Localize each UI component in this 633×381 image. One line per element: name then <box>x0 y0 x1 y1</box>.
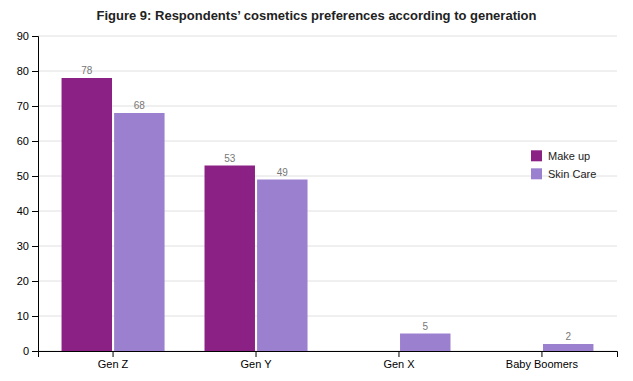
y-tick-label: 40 <box>17 205 29 217</box>
data-label: 78 <box>81 65 93 76</box>
y-tick: 0 <box>23 345 38 357</box>
x-tick-label: Gen Z <box>98 358 129 370</box>
data-label: 5 <box>422 321 428 332</box>
y-tick: 40 <box>17 205 38 217</box>
y-tick: 80 <box>17 65 38 77</box>
y-tick-label: 60 <box>17 135 29 147</box>
x-axis: Gen Z Gen Y Gen X Baby Boomers <box>39 351 618 370</box>
y-tick-label: 20 <box>17 275 29 287</box>
x-tick-label: Gen Y <box>241 358 273 370</box>
y-tick: 30 <box>17 240 38 252</box>
y-tick-label: 0 <box>23 345 29 357</box>
grid-line <box>38 36 617 37</box>
y-tick-mark <box>32 71 38 72</box>
grid-line <box>38 71 617 72</box>
y-tick-mark <box>32 211 38 212</box>
legend-entry: Skin Care <box>531 168 596 180</box>
bar <box>347 351 397 352</box>
data-labels: 78 53 68 49 5 2 <box>81 65 571 342</box>
bar <box>114 113 164 351</box>
bars <box>62 78 594 351</box>
y-tick-mark <box>32 351 38 352</box>
y-tick-mark <box>32 36 38 37</box>
plot-area: 0 10 20 30 40 50 60 70 80 90 Gen Z Gen Y Gen X Baby B… <box>17 30 618 370</box>
legend-swatch <box>531 150 542 161</box>
y-tick-mark <box>32 316 38 317</box>
bar-series <box>114 113 593 351</box>
y-axis: 0 10 20 30 40 50 60 70 80 90 <box>17 30 39 357</box>
y-tick: 20 <box>17 275 38 287</box>
legend-entry: Make up <box>531 150 590 162</box>
y-tick-label: 70 <box>17 100 29 112</box>
grid <box>38 36 617 351</box>
x-tick: Gen X <box>383 351 415 370</box>
chart-container: Figure 9: Respondents’ cosmetics prefere… <box>0 0 633 381</box>
x-tick: Gen Y <box>241 351 273 370</box>
y-tick-mark <box>32 246 38 247</box>
bar <box>543 344 593 351</box>
x-tick-mark <box>398 351 399 357</box>
chart-svg: Figure 9: Respondents’ cosmetics prefere… <box>0 0 633 381</box>
x-tick-mark <box>113 351 114 357</box>
x-tick-label: Gen X <box>383 358 415 370</box>
y-tick: 70 <box>17 100 38 112</box>
y-tick-mark <box>32 141 38 142</box>
bar <box>205 166 255 352</box>
y-tick: 50 <box>17 170 38 182</box>
bar <box>490 351 540 352</box>
x-tick-mark <box>256 351 257 357</box>
y-tick-label: 80 <box>17 65 29 77</box>
y-tick-mark <box>32 176 38 177</box>
x-tick: Gen Z <box>98 351 129 370</box>
y-tick-label: 50 <box>17 170 29 182</box>
legend-label: Make up <box>548 150 590 162</box>
y-axis-line <box>32 37 39 352</box>
bar <box>257 180 307 352</box>
bar <box>400 334 450 352</box>
x-tick: Baby Boomers <box>506 351 579 370</box>
data-label: 68 <box>134 100 146 111</box>
legend: Make up Skin Care <box>531 150 596 180</box>
chart-title: Figure 9: Respondents’ cosmetics prefere… <box>97 8 537 23</box>
y-tick-label: 30 <box>17 240 29 252</box>
legend-label: Skin Care <box>548 168 596 180</box>
data-label: 53 <box>224 153 236 164</box>
x-tick-label: Baby Boomers <box>506 358 579 370</box>
y-tick-label: 10 <box>17 310 29 322</box>
y-tick-mark <box>32 106 38 107</box>
data-label: 2 <box>565 331 571 342</box>
y-tick-label: 90 <box>17 30 29 42</box>
bar <box>62 78 112 351</box>
y-tick: 90 <box>17 30 38 42</box>
y-tick: 10 <box>17 310 38 322</box>
y-tick: 60 <box>17 135 38 147</box>
y-tick-mark <box>32 281 38 282</box>
x-tick-mark <box>541 351 542 357</box>
x-axis-line <box>39 352 618 358</box>
bar-series <box>62 78 255 351</box>
legend-swatch <box>531 168 542 179</box>
data-label: 49 <box>277 167 289 178</box>
grid-line <box>38 106 617 107</box>
